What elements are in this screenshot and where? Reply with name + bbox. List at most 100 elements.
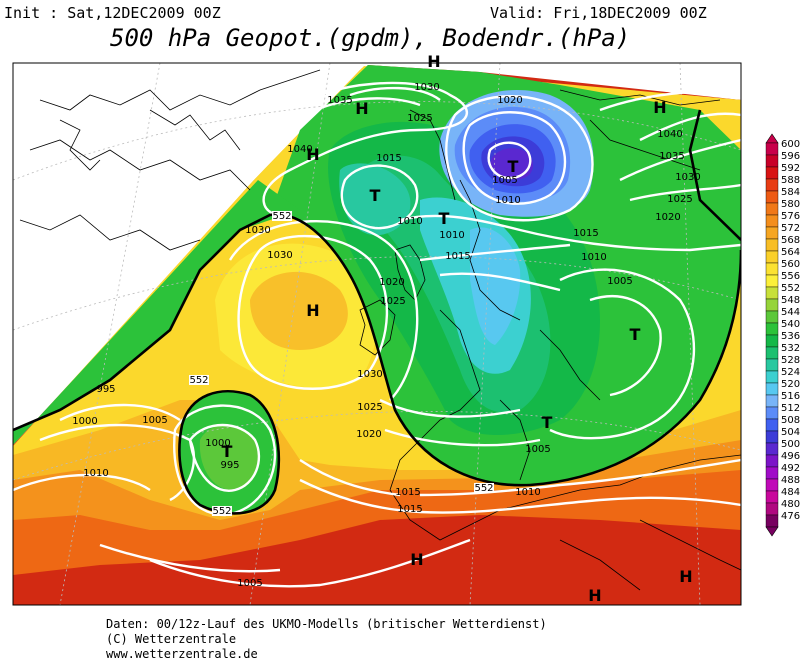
- isobar-label: 1030: [675, 172, 700, 183]
- isobar-label: 1025: [357, 402, 382, 413]
- valid-time: Valid: Fri,18DEC2009 00Z: [490, 4, 707, 22]
- colorbar-swatch: [765, 382, 779, 396]
- colorbar-swatch: [765, 418, 779, 432]
- colorbar-level-label: 504: [781, 427, 800, 438]
- colorbar-swatch: [765, 154, 779, 168]
- contour-552-label-bg: [212, 506, 232, 516]
- colorbar-top-arrow: [765, 133, 779, 144]
- isobar-label: 995: [220, 460, 239, 471]
- colorbar-level-label: 528: [781, 355, 800, 366]
- isobar-label: 1030: [414, 82, 439, 93]
- colorbar-level-label: 536: [781, 331, 800, 342]
- isobar-label: 1010: [581, 252, 606, 263]
- colorbar-swatch: [765, 478, 779, 492]
- colorbar-level-label: 540: [781, 319, 800, 330]
- colorbar-level-label: 476: [781, 511, 800, 522]
- colorbar-level-label: 576: [781, 211, 800, 222]
- colorbar-level-label: 492: [781, 463, 800, 474]
- footer-copyright: (C) Wetterzentrale: [106, 632, 237, 646]
- isobar-label: 1035: [327, 95, 352, 106]
- isobar-label: 1005: [492, 175, 517, 186]
- colorbar-level-label: 508: [781, 415, 800, 426]
- colorbar-swatch: [765, 466, 779, 480]
- colorbar-swatch: [765, 358, 779, 372]
- colorbar-level-label: 572: [781, 223, 800, 234]
- colorbar-swatch: [765, 190, 779, 204]
- colorbar-swatch: [765, 262, 779, 276]
- isobar-label: 1025: [407, 113, 432, 124]
- isobar-label: 1040: [657, 129, 682, 140]
- colorbar-level-label: 592: [781, 163, 800, 174]
- isobar-label: 1010: [515, 487, 540, 498]
- colorbar-swatch: [765, 442, 779, 456]
- colorbar-level-label: 556: [781, 271, 800, 282]
- colorbar-level-label: 560: [781, 259, 800, 270]
- contour-552-label: 552: [189, 375, 208, 386]
- map-frame: [12, 62, 742, 606]
- contour-552-label-bg: [189, 375, 209, 385]
- contour-552-label: 552: [474, 483, 493, 494]
- colorbar-swatch: [765, 406, 779, 420]
- high-pressure-label: H: [427, 52, 440, 71]
- isobar-label: 1030: [245, 225, 270, 236]
- colorbar-swatch: [765, 514, 779, 528]
- colorbar-swatch: [765, 178, 779, 192]
- isobars: [13, 81, 741, 588]
- colorbar-swatch: [765, 142, 779, 156]
- colorbar-swatch: [765, 502, 779, 516]
- isobar-labels: 1035 1030 1020 1025 1040 1015 1005 1010 1040 1035…: [72, 82, 700, 589]
- color-legend: 6005965925885845805765725685645605565525…: [765, 133, 800, 537]
- colorbar-swatch: [765, 346, 779, 360]
- isobar-label: 995: [96, 384, 115, 395]
- isobar-label: 1035: [659, 151, 684, 162]
- isobar-label: 1005: [607, 276, 632, 287]
- colorbar-swatch: [765, 286, 779, 300]
- colorbar-level-label: 596: [781, 151, 800, 162]
- high-pressure-label: H: [679, 567, 692, 586]
- colorbar-level-label: 520: [781, 379, 800, 390]
- colorbar-swatch: [765, 490, 779, 504]
- footer-source: Daten: 00/12z-Lauf des UKMO-Modells (bri…: [106, 617, 547, 631]
- isobar-label: 1020: [356, 429, 381, 440]
- isobar-label: 1005: [237, 578, 262, 589]
- low-pressure-label: T: [630, 325, 641, 344]
- colorbar-level-label: 544: [781, 307, 800, 318]
- contour-552-label-bg: [474, 483, 494, 493]
- colorbar-level-label: 552: [781, 283, 800, 294]
- low-pressure-label: T: [222, 442, 233, 461]
- colorbar-level-label: 524: [781, 367, 800, 378]
- colorbar-level-label: 488: [781, 475, 800, 486]
- isobar-label: 1000: [72, 416, 97, 427]
- colorbar-swatch: [765, 430, 779, 444]
- colorbar-level-label: 496: [781, 451, 800, 462]
- high-pressure-label: H: [306, 301, 319, 320]
- colorbar-level-label: 512: [781, 403, 800, 414]
- contour-labels: 552 552 552 552: [189, 211, 494, 517]
- isobar-label: 1010: [83, 468, 108, 479]
- colorbar-swatch: [765, 274, 779, 288]
- colorbar-swatch: [765, 238, 779, 252]
- colorbar-level-label: 588: [781, 175, 800, 186]
- colorbar-swatch: [765, 334, 779, 348]
- isobar-label: 1015: [376, 153, 401, 164]
- isobar-label: 1015: [445, 251, 470, 262]
- colorbar-level-label: 516: [781, 391, 800, 402]
- isobar-label: 1010: [439, 230, 464, 241]
- colorbar-swatch: [765, 202, 779, 216]
- coastlines: [19, 69, 741, 591]
- isobar-label: 1020: [379, 277, 404, 288]
- contour-552-label-bg: [272, 211, 292, 221]
- chart-title: 500 hPa Geopot.(gpdm), Bodendr.(hPa): [110, 24, 631, 52]
- high-pressure-label: H: [355, 99, 368, 118]
- colorbar-swatch: [765, 394, 779, 408]
- high-pressure-label: H: [410, 550, 423, 569]
- colorbar-level-label: 532: [781, 343, 800, 354]
- colorbar-swatch: [765, 298, 779, 312]
- colorbar-level-label: 548: [781, 295, 800, 306]
- colorbar-swatch: [765, 214, 779, 228]
- isobar-label: 1005: [525, 444, 550, 455]
- low-pressure-label: T: [508, 157, 519, 176]
- colorbar-level-label: 564: [781, 247, 800, 258]
- colorbar-swatch: [765, 310, 779, 324]
